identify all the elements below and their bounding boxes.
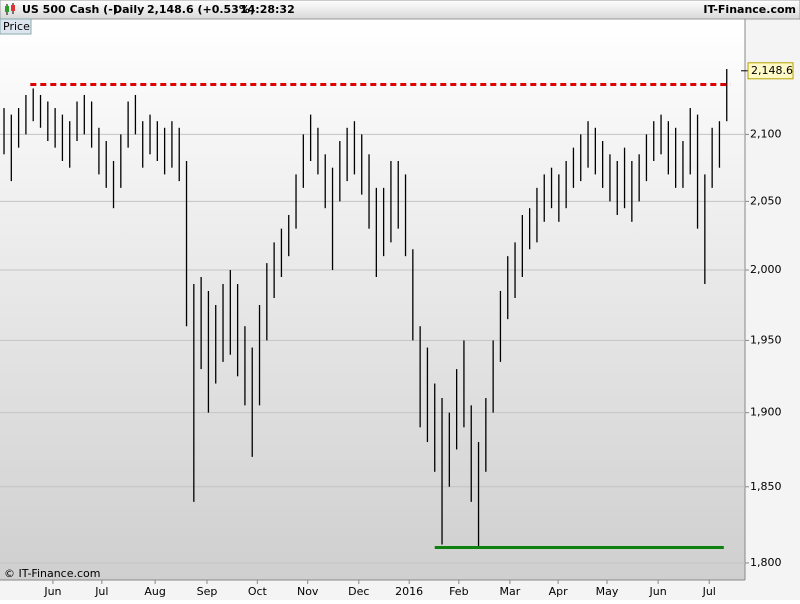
x-tick-label: Jul <box>702 585 716 598</box>
x-tick-label: Feb <box>449 585 468 598</box>
x-tick-label: Mar <box>500 585 521 598</box>
y-tick-label: 2,050 <box>750 194 782 207</box>
panel-label: Price <box>3 20 30 33</box>
y-tick-label: 1,800 <box>750 556 782 569</box>
x-tick-label: Oct <box>248 585 268 598</box>
x-tick-label: Aug <box>144 585 165 598</box>
panel-tab[interactable] <box>0 18 32 35</box>
x-tick-label: Apr <box>549 585 569 598</box>
x-tick-label: 2016 <box>395 585 423 598</box>
last-price-label: 2,148.6 <box>751 64 793 77</box>
brand: IT-Finance.com <box>703 3 796 16</box>
header-icon <box>5 3 15 15</box>
x-tick-label: May <box>596 585 619 598</box>
x-tick-label: Sep <box>197 585 218 598</box>
y-tick-label: 1,950 <box>750 333 782 346</box>
time: 14:28:32 <box>240 3 295 16</box>
header-bar <box>0 0 800 20</box>
y-tick-label: 1,900 <box>750 406 782 419</box>
plot-area <box>0 19 745 580</box>
x-tick-label: Jul <box>94 585 108 598</box>
y-tick-label: 2,000 <box>750 263 782 276</box>
y-tick-label: 1,850 <box>750 480 782 493</box>
x-tick-label: Jun <box>43 585 61 598</box>
quote: 2,148.6 (+0.53%) <box>147 3 255 16</box>
instrument: US 500 Cash (-) <box>22 3 118 16</box>
period: Daily <box>113 3 144 16</box>
last-price-box <box>747 62 794 80</box>
y-tick-label: 2,100 <box>750 127 782 140</box>
x-tick-label: Dec <box>348 585 369 598</box>
copyright: © IT-Finance.com <box>4 567 101 580</box>
x-tick-label: Jun <box>649 585 667 598</box>
x-tick-label: Nov <box>297 585 319 598</box>
